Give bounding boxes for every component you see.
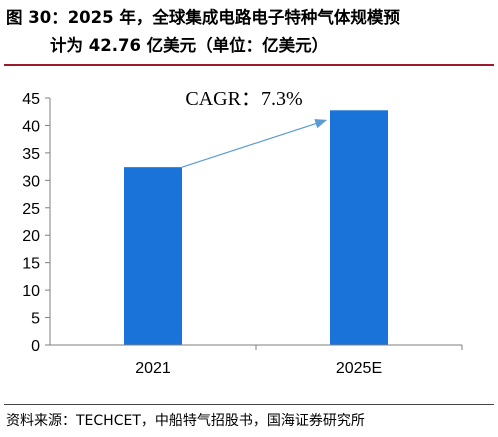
x-category-label: 2021 [135,360,171,377]
y-tick-label: 35 [22,146,40,163]
y-tick-label: 20 [22,228,40,245]
y-tick-label: 10 [22,283,40,300]
y-axis: 0 5 10 15 20 25 30 35 40 45 [22,91,51,355]
y-tick-label: 5 [31,311,40,328]
y-tick-label: 40 [22,118,40,135]
bars [124,110,388,346]
x-axis: 2021 2025E [50,344,463,377]
y-tick-label: 15 [22,256,40,273]
bar-chart: 0 5 10 15 20 25 30 35 40 45 2021 2025E CAGR：7.3% [22,88,463,377]
bar-2025E [330,110,388,346]
title-line-2: 计为 42.76 亿美元（单位：亿美元） [50,36,329,55]
bar-2021 [124,167,182,345]
title-line-1: 图 30：2025 年，全球集成电路电子特种气体规模预 [6,8,400,27]
y-tick-label: 25 [22,201,40,218]
y-tick-label: 30 [22,173,40,190]
y-tick-label: 0 [31,338,40,355]
title-rule [4,64,494,66]
cagr-annotation: CAGR：7.3% [185,88,302,110]
chart-title: 图 30：2025 年，全球集成电路电子特种气体规模预 计为 42.76 亿美元… [6,4,492,60]
source-note: 资料来源：TECHCET，中船特气招股书，国海证券研究所 [6,413,365,429]
cagr-arrow [181,119,328,168]
footer-rule [4,404,494,405]
y-tick-label: 45 [22,91,40,108]
x-category-label: 2025E [336,360,382,377]
